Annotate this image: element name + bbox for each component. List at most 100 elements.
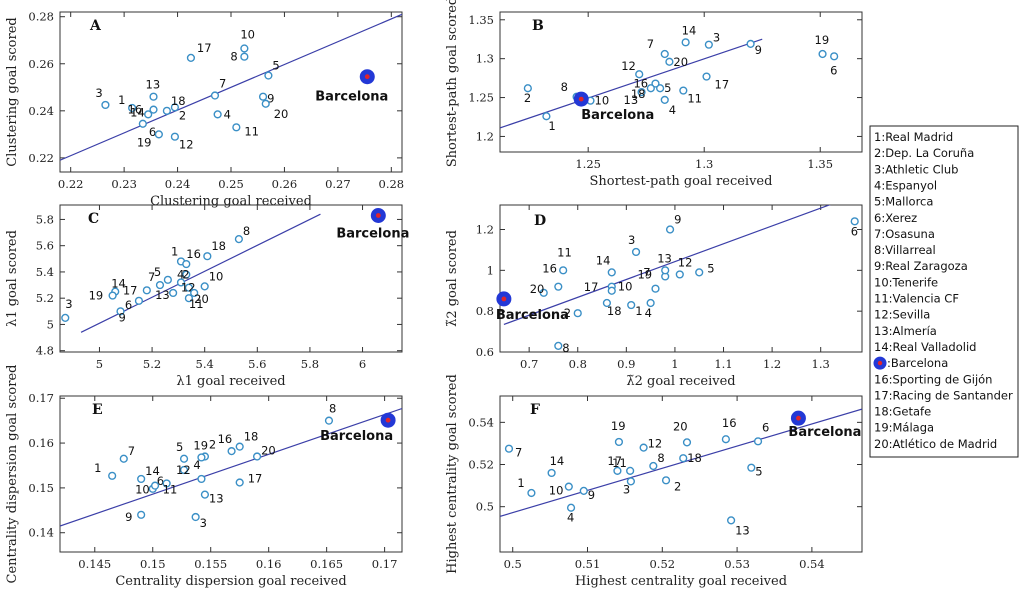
y-tick-label: 1.3 bbox=[476, 52, 494, 66]
point-label: 9 bbox=[125, 510, 132, 524]
point-label: 9 bbox=[755, 43, 762, 57]
point-label: 16 bbox=[542, 262, 557, 276]
point-label: 12 bbox=[678, 255, 693, 269]
point-label: 18 bbox=[244, 430, 259, 444]
data-point-team-4 bbox=[646, 298, 655, 308]
barcelona-label: Barcelona bbox=[496, 308, 569, 323]
data-point-team-19 bbox=[154, 130, 163, 139]
data-point-team-16 bbox=[651, 79, 660, 88]
x-axis-label: Shortest-path goal received bbox=[590, 174, 773, 189]
x-axis-label: λ1 goal received bbox=[176, 374, 285, 389]
data-point-team-3 bbox=[61, 313, 70, 322]
data-point-team-4 bbox=[566, 503, 576, 512]
point-label: 14 bbox=[111, 277, 126, 291]
data-point-team-2 bbox=[182, 270, 191, 279]
point-label: 4 bbox=[567, 511, 574, 525]
legend-entry: 18:Getafe bbox=[874, 405, 931, 419]
legend-barcelona-marker-core bbox=[877, 360, 883, 366]
point-label: 7 bbox=[515, 446, 522, 460]
point-label: 20 bbox=[530, 282, 545, 296]
point-label: 16 bbox=[722, 416, 737, 430]
point-label: 17 bbox=[123, 283, 138, 297]
y-tick-label: 5.4 bbox=[36, 265, 54, 279]
data-point-team-18 bbox=[646, 84, 655, 93]
plot-frame bbox=[59, 395, 403, 553]
y-tick-label: 0.16 bbox=[28, 436, 54, 450]
panel-label: B bbox=[532, 18, 544, 34]
point-label: 14 bbox=[550, 454, 565, 468]
point-label: 3 bbox=[623, 482, 630, 496]
barcelona-label: Barcelona bbox=[788, 425, 861, 440]
legend-entry: 8:Villarreal bbox=[874, 243, 936, 257]
point-label: 6 bbox=[851, 224, 858, 238]
y-tick-label: 4.8 bbox=[36, 344, 54, 358]
x-tick-label: 5 bbox=[96, 357, 103, 371]
y-axis-label: Centrality dispersion goal scored bbox=[5, 365, 20, 584]
point-label: 20 bbox=[274, 107, 289, 121]
point-label: 4 bbox=[224, 107, 231, 121]
data-point-team-18 bbox=[235, 442, 244, 451]
barcelona-marker-core bbox=[501, 296, 507, 302]
point-label: 7 bbox=[128, 444, 135, 458]
regression-line bbox=[60, 407, 402, 527]
data-point-team-1 bbox=[128, 103, 137, 113]
x-tick-label: 0.17 bbox=[372, 557, 398, 571]
data-point-team-7 bbox=[210, 91, 220, 100]
data-point-team-6 bbox=[850, 217, 859, 226]
point-label: 7 bbox=[148, 270, 155, 284]
y-tick-label: 0.14 bbox=[28, 526, 54, 540]
data-point-team-20 bbox=[252, 452, 262, 461]
y-tick-label: 5.8 bbox=[36, 212, 54, 226]
y-tick-label: 1.35 bbox=[468, 13, 494, 27]
data-point-team-12 bbox=[170, 132, 179, 141]
x-tick-label: 5.8 bbox=[301, 357, 319, 371]
data-point-team-9 bbox=[579, 486, 588, 495]
x-tick-label: 1.3 bbox=[695, 157, 713, 171]
point-label: 13 bbox=[146, 78, 161, 92]
x-tick-label: 0.25 bbox=[218, 177, 244, 191]
data-point-team-9 bbox=[258, 92, 268, 101]
point-label: 5 bbox=[755, 465, 762, 479]
data-point-team-19 bbox=[197, 453, 206, 462]
x-tick-label: 1 bbox=[671, 357, 678, 371]
point-label: 18 bbox=[211, 239, 226, 253]
data-point-team-11 bbox=[679, 86, 688, 95]
point-label: 11 bbox=[557, 245, 572, 259]
data-point-team-12 bbox=[675, 270, 684, 279]
point-label: 7 bbox=[643, 265, 650, 279]
data-point-team-4 bbox=[176, 278, 186, 287]
point-label: 1 bbox=[635, 304, 642, 318]
legend-entry: 19:Málaga bbox=[874, 421, 934, 435]
legend-entry: 2:Dep. La Coruña bbox=[874, 146, 974, 160]
y-axis-label: Shortest-path goal scored bbox=[445, 0, 460, 167]
point-label: 3 bbox=[95, 86, 102, 100]
y-tick-label: 5 bbox=[47, 317, 54, 331]
data-point-team-14 bbox=[681, 38, 690, 47]
data-point-team-1 bbox=[627, 300, 636, 310]
data-point-team-6 bbox=[134, 296, 144, 305]
point-label: 2 bbox=[182, 268, 189, 282]
y-tick-label: 0.54 bbox=[468, 415, 494, 429]
point-label: 12 bbox=[621, 59, 636, 73]
point-label: 18 bbox=[171, 94, 186, 108]
x-tick-label: 0.7 bbox=[520, 357, 538, 371]
point-label: 8 bbox=[657, 451, 664, 465]
point-label: 8 bbox=[243, 224, 250, 238]
point-label: 9 bbox=[119, 310, 126, 324]
legend-entry: 6:Xerez bbox=[874, 211, 917, 225]
data-point-team-19 bbox=[614, 437, 624, 447]
x-axis-label: Centrality dispersion goal received bbox=[115, 574, 346, 589]
panel-label: A bbox=[89, 18, 102, 34]
data-point-team-17 bbox=[607, 286, 616, 295]
point-label: 11 bbox=[612, 456, 627, 470]
point-label: 1 bbox=[517, 476, 524, 490]
data-point-team-16 bbox=[227, 447, 236, 456]
point-label: 1 bbox=[548, 119, 555, 133]
point-label: 3 bbox=[65, 297, 72, 311]
point-label: 14 bbox=[596, 253, 611, 267]
data-point-team-14 bbox=[144, 110, 153, 119]
point-label: 6 bbox=[125, 298, 132, 312]
point-label: 17 bbox=[248, 472, 263, 486]
regression-line bbox=[503, 205, 831, 326]
data-point-team-11 bbox=[232, 123, 241, 132]
